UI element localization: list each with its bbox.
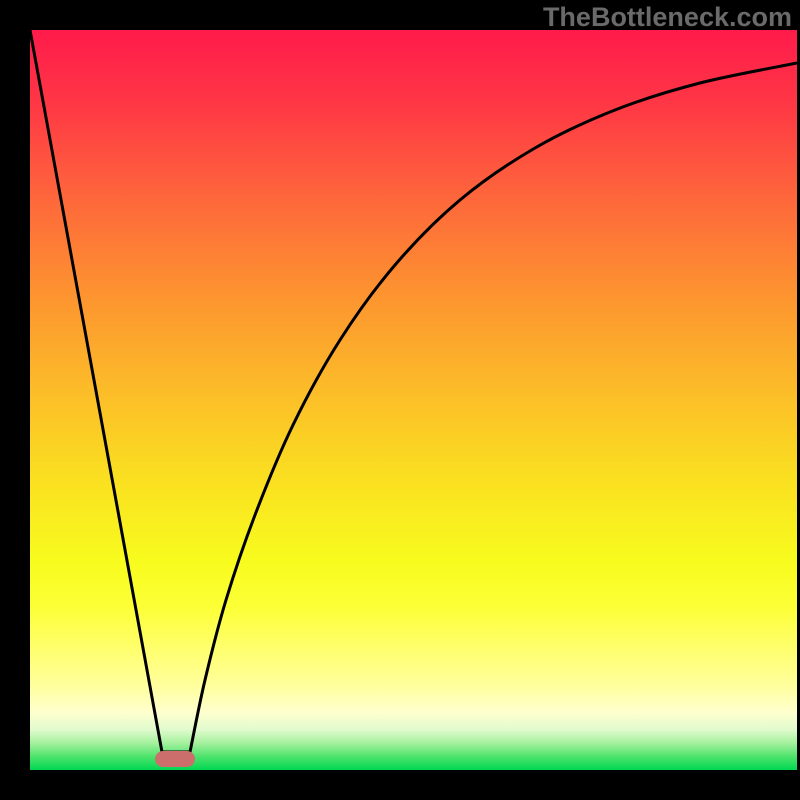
border-left: [0, 0, 30, 800]
bottleneck-chart: [0, 0, 800, 800]
border-bottom: [0, 770, 800, 800]
figure-container: TheBottleneck.com: [0, 0, 800, 800]
watermark-text: TheBottleneck.com: [543, 2, 792, 33]
optimal-marker: [155, 751, 195, 767]
